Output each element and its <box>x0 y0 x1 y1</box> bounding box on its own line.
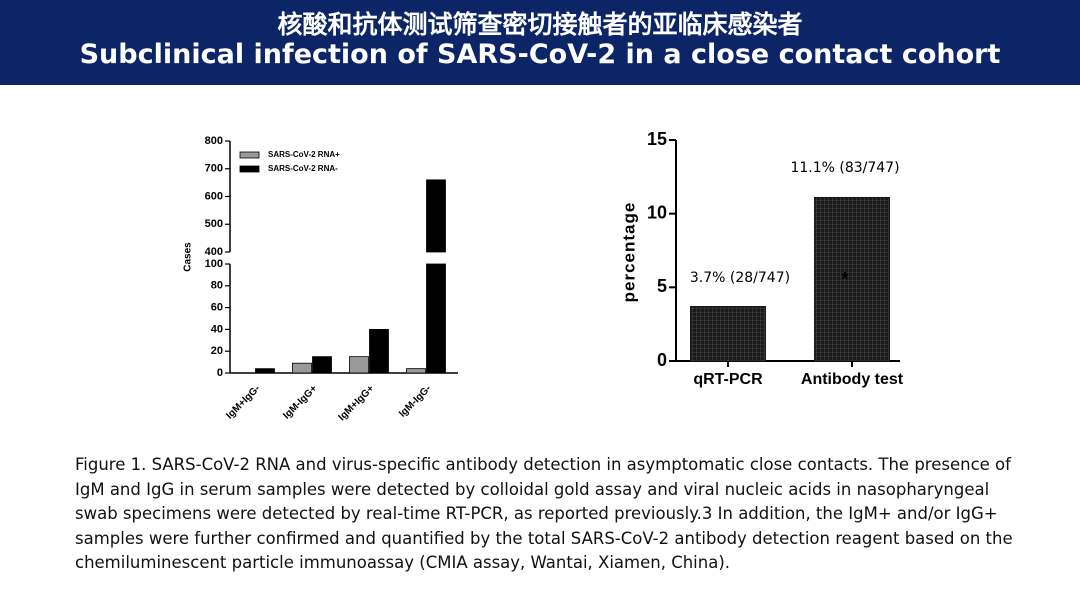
bar <box>369 328 389 374</box>
x-tick-label: IgM+IgG+ <box>336 383 376 423</box>
y-tick-label: 20 <box>211 345 223 357</box>
annotation: * <box>841 269 848 289</box>
value-label: 11.1% (83/747) <box>790 160 899 176</box>
legend-swatch <box>239 151 260 159</box>
y-tick-label: 5 <box>657 276 667 296</box>
y-tick-label: 10 <box>647 202 667 222</box>
bar <box>292 362 312 374</box>
x-tick-label: Antibody test <box>801 371 904 388</box>
y-tick-label: 100 <box>205 258 223 270</box>
y-tick-label: 400 <box>205 246 223 258</box>
title-en: Subclinical infection of SARS-CoV-2 in a… <box>79 39 1001 70</box>
bar <box>814 196 890 362</box>
y-tick-label: 40 <box>211 323 223 335</box>
y-tick-label: 600 <box>205 190 223 202</box>
y-tick-label: 500 <box>205 218 223 230</box>
y-tick-label: 60 <box>211 302 223 314</box>
bar <box>349 356 369 374</box>
y-axis-label: Cases <box>183 242 194 272</box>
x-tick-label: qRT-PCR <box>693 371 763 388</box>
y-tick-label: 700 <box>205 163 223 175</box>
title-cn: 核酸和抗体测试筛查密切接触者的亚临床感染者 <box>277 10 803 39</box>
bar <box>255 368 275 374</box>
bar <box>426 179 446 253</box>
y-axis-label: percentage <box>619 202 638 303</box>
bar <box>690 305 766 362</box>
y-tick-label: 0 <box>657 350 667 370</box>
y-tick-label: 0 <box>217 367 223 379</box>
caption: Figure 1. SARS-CoV-2 RNA and virus-speci… <box>75 455 1013 572</box>
charts: 020406080100400500600700800CasesIgM+IgG-… <box>183 129 904 423</box>
legend-swatch <box>239 165 260 173</box>
value-label: 3.7% (28/747) <box>690 270 790 286</box>
legend-label: SARS-CoV-2 RNA+ <box>268 150 340 159</box>
legend-label: SARS-CoV-2 RNA- <box>268 164 338 173</box>
header: 核酸和抗体测试筛查密切接触者的亚临床感染者 Subclinical infect… <box>0 0 1080 85</box>
bar <box>426 263 446 374</box>
x-tick-label: IgM-IgG+ <box>281 383 319 421</box>
y-tick-label: 800 <box>205 135 223 147</box>
y-tick-label: 15 <box>647 129 667 149</box>
x-tick-label: IgM-IgG- <box>397 383 433 419</box>
y-tick-label: 80 <box>211 280 223 292</box>
x-tick-label: IgM+IgG- <box>224 383 262 421</box>
bar <box>312 356 332 374</box>
bar <box>406 368 426 374</box>
